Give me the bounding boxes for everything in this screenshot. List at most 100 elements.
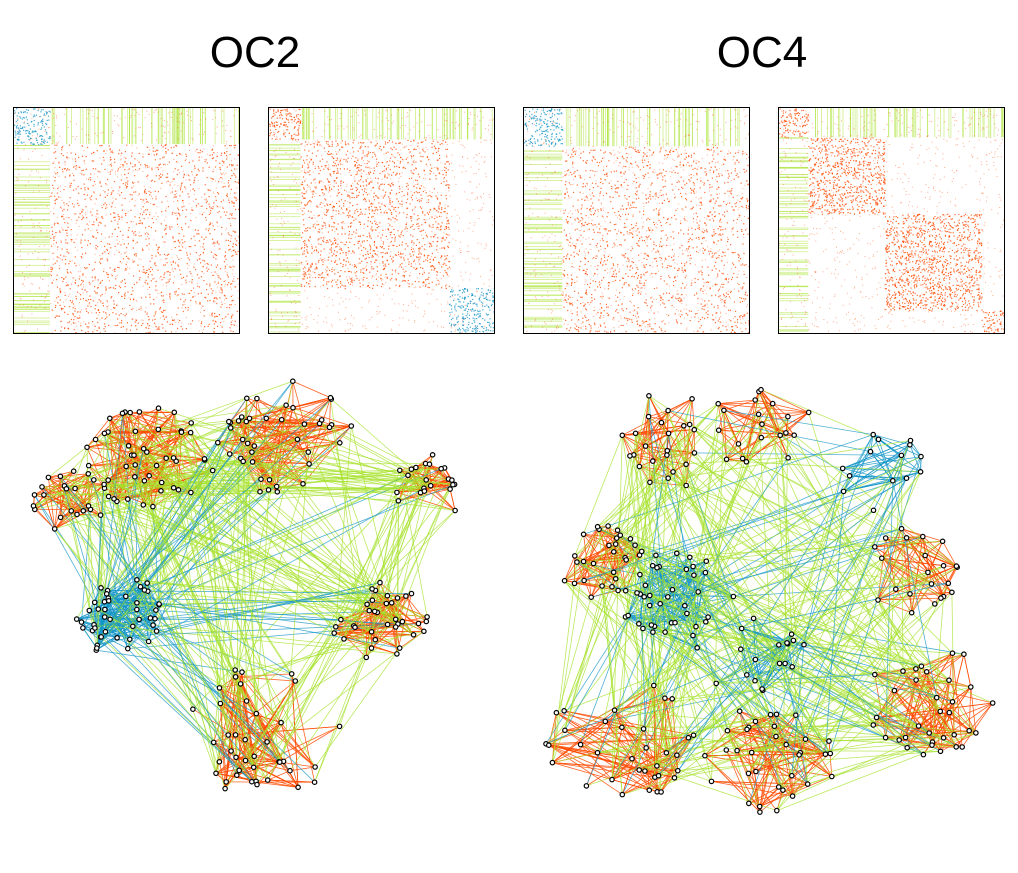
network-node [105,477,112,483]
network-node [671,774,678,781]
network-node [791,432,798,439]
network-node [973,730,979,736]
network-node [623,557,630,563]
network-node [646,787,653,794]
network-node [645,413,652,420]
network-node [85,462,92,469]
network-node [748,749,755,756]
network-node [73,616,80,622]
network-node [243,698,250,704]
network-node [776,660,783,667]
network-node [822,751,829,758]
network-node [612,575,619,582]
network-node [953,744,960,750]
network-node [684,610,690,617]
network-node [907,441,913,448]
network-node [870,431,877,438]
network-node [274,488,281,495]
network-node [629,755,635,762]
network-node [223,779,230,785]
network-node [610,569,617,576]
network-node [744,726,750,733]
network-node [642,768,648,774]
network-node [650,629,656,635]
network-node [78,619,85,625]
network-node [702,618,709,625]
network-node [254,781,260,788]
network-node [925,569,931,576]
network-node [392,624,399,630]
network-node [63,485,70,492]
network-node [602,718,609,725]
network-node [51,526,58,532]
network-node [758,434,765,441]
network-node [111,495,117,502]
network-node [907,591,913,597]
network-node [383,600,390,607]
network-node [336,723,343,730]
network-node [743,672,750,678]
network-node [646,592,653,599]
network-node [91,477,97,483]
network-node [226,418,232,425]
network-node [637,571,643,578]
network-node [619,791,626,798]
network-node [234,772,240,779]
network-node [249,459,256,465]
network-node [141,477,148,484]
network-node [653,552,659,559]
oc2-network-nodes [30,378,458,792]
network-node [619,432,626,439]
network-node [780,787,786,793]
network-node [654,564,660,571]
network-node [244,395,250,402]
network-node [871,671,878,678]
network-node [690,632,696,639]
network-node [867,448,874,455]
network-node [421,628,427,635]
network-node [364,601,370,608]
network-node [902,734,909,741]
network-node [790,637,797,644]
network-node [588,594,595,601]
network-node [605,523,611,529]
network-node [642,582,649,589]
network-node [216,685,223,691]
network-node [632,430,639,437]
network-node [913,677,919,683]
network-node [636,463,643,470]
network-node [665,430,672,437]
network-node [132,462,139,468]
network-node [945,580,952,587]
network-node [635,620,642,627]
network-node [771,723,778,730]
network-node [898,525,905,532]
network-node [209,467,216,474]
network-node [961,651,967,658]
network-node [663,749,670,756]
network-node [394,595,401,601]
network-node [672,619,678,626]
network-node [599,583,605,589]
network-node [153,628,160,634]
network-node [946,709,953,716]
network-node [715,427,722,434]
network-node [427,482,434,489]
network-node [612,541,619,547]
network-node [423,477,430,483]
network-node [871,544,878,550]
network-node [452,507,458,514]
title-oc2: OC2 [209,28,301,77]
network-node [240,458,247,465]
network-node [405,472,411,479]
network-node [123,463,130,470]
network-node [681,602,688,609]
network-node [622,587,629,594]
network-node [140,502,147,508]
network-node [619,724,625,731]
network-node [227,425,234,431]
network-node [251,443,258,449]
network-node [920,751,927,758]
network-node [396,645,403,651]
network-node [254,395,260,402]
